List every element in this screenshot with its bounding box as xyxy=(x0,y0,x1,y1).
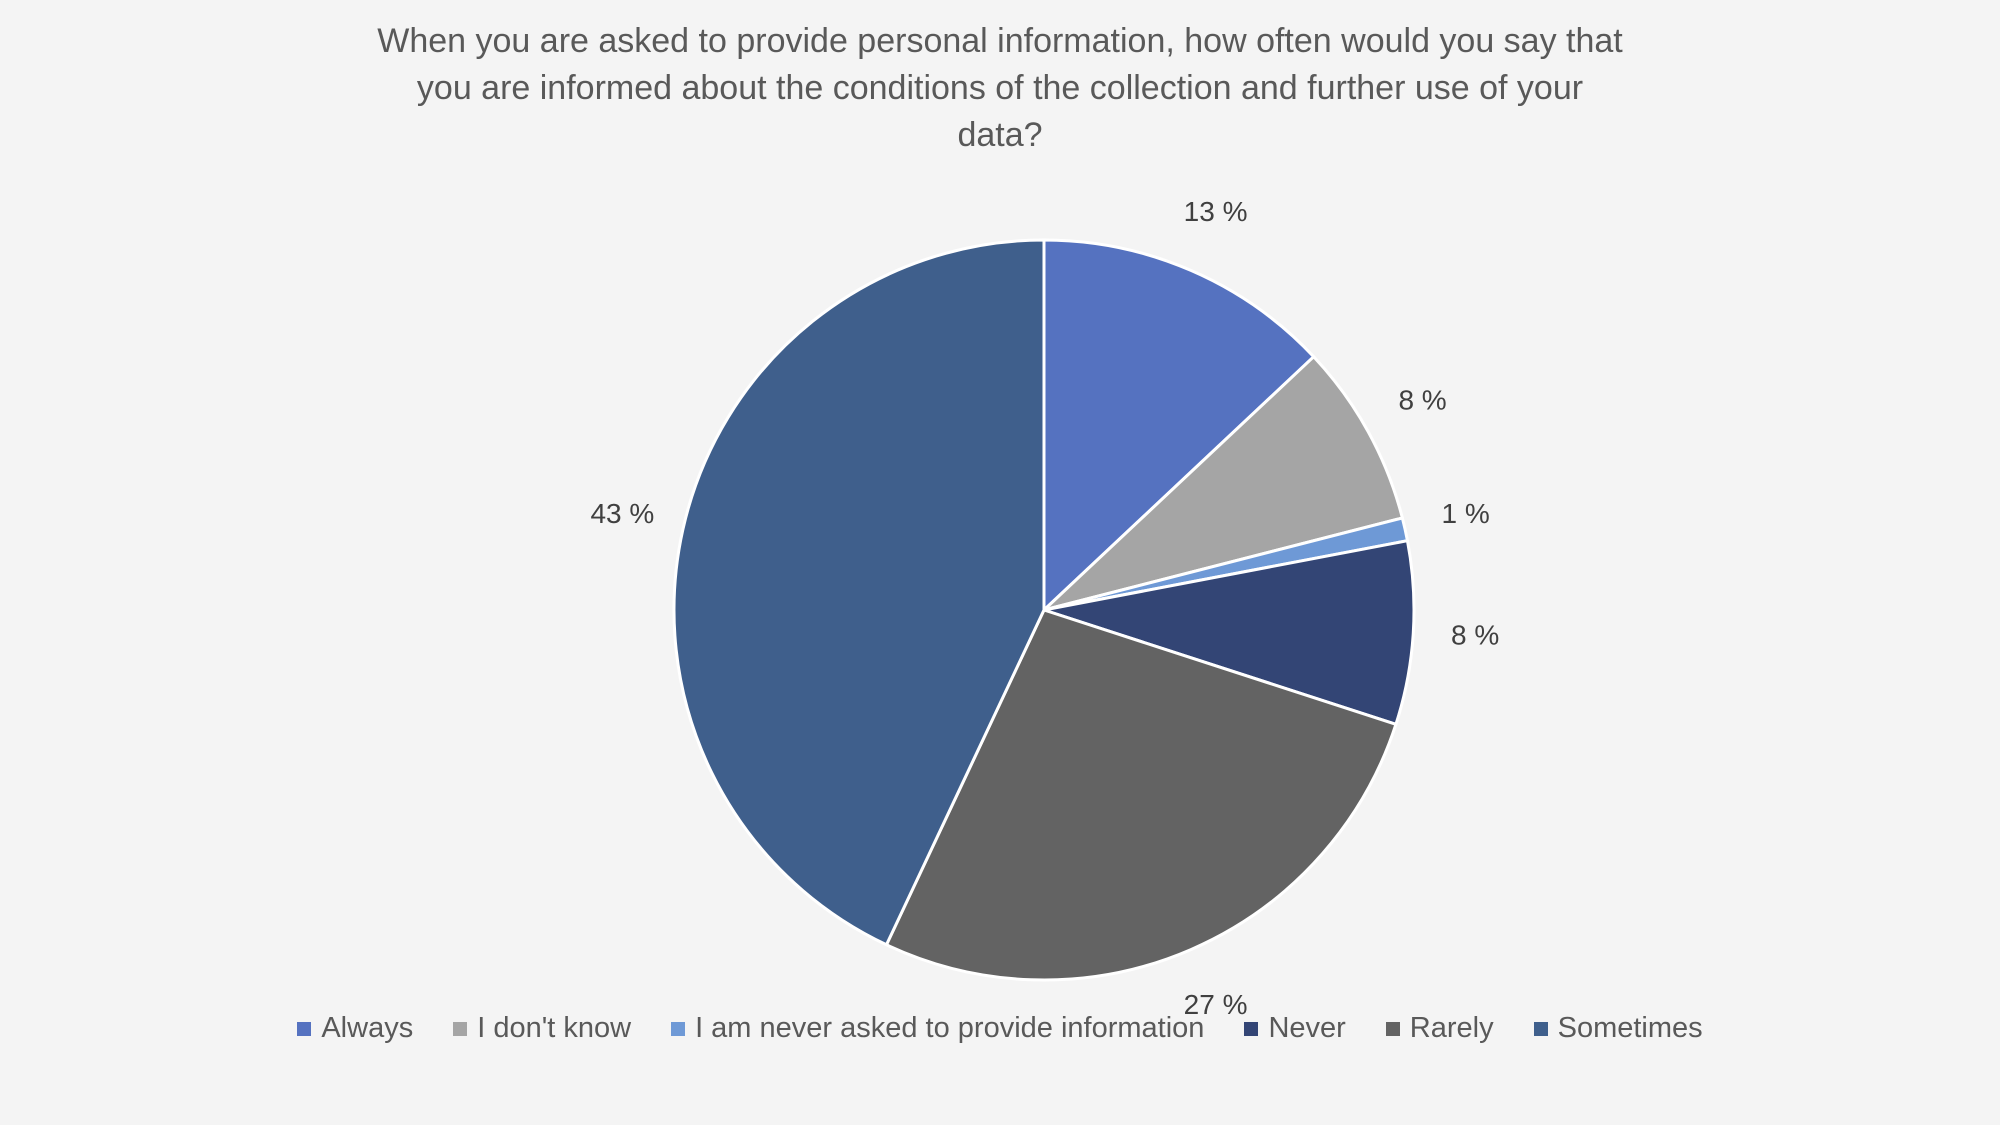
data-label-4: 27 % xyxy=(1184,989,1248,1020)
legend-label-1: I don't know xyxy=(477,1012,632,1044)
legend-label-5: Sometimes xyxy=(1557,1012,1703,1044)
legend-item-3: Never xyxy=(1244,1012,1346,1045)
data-label-1: 8 % xyxy=(1398,384,1446,415)
legend-label-4: Rarely xyxy=(1409,1012,1494,1044)
data-label-5: 43 % xyxy=(590,498,654,529)
legend-swatch-5 xyxy=(1533,1021,1548,1036)
legend-swatch-4 xyxy=(1385,1021,1400,1036)
pie-slice-1 xyxy=(1042,355,1404,612)
data-label-2: 1 % xyxy=(1441,498,1489,529)
chart-legend: Always I don't know I am never asked to pr… xyxy=(0,1012,2000,1045)
chart-title: When you are asked to provide personal i… xyxy=(377,22,1623,154)
data-label-0: 13 % xyxy=(1184,196,1248,227)
data-label-3: 8 % xyxy=(1451,620,1499,651)
pie-slice-4 xyxy=(884,608,1398,982)
legend-swatch-0 xyxy=(297,1021,312,1036)
legend-label-3: Never xyxy=(1268,1012,1346,1044)
legend-item-1: I don't know xyxy=(453,1012,631,1045)
legend-swatch-1 xyxy=(453,1021,468,1036)
legend-swatch-3 xyxy=(1244,1021,1259,1036)
legend-label-2: I am never asked to provide information xyxy=(695,1012,1205,1044)
pie-slice-5 xyxy=(672,238,1046,947)
legend-label-0: Always xyxy=(321,1012,414,1044)
pie-slice-0 xyxy=(1042,238,1316,612)
legend-swatch-2 xyxy=(671,1021,686,1036)
legend-item-5: Sometimes xyxy=(1533,1012,1703,1045)
legend-item-0: Always xyxy=(297,1012,413,1045)
legend-item-4: Rarely xyxy=(1385,1012,1494,1045)
pie-slice-3 xyxy=(1042,539,1416,726)
legend-item-2: I am never asked to provide information xyxy=(671,1012,1204,1045)
